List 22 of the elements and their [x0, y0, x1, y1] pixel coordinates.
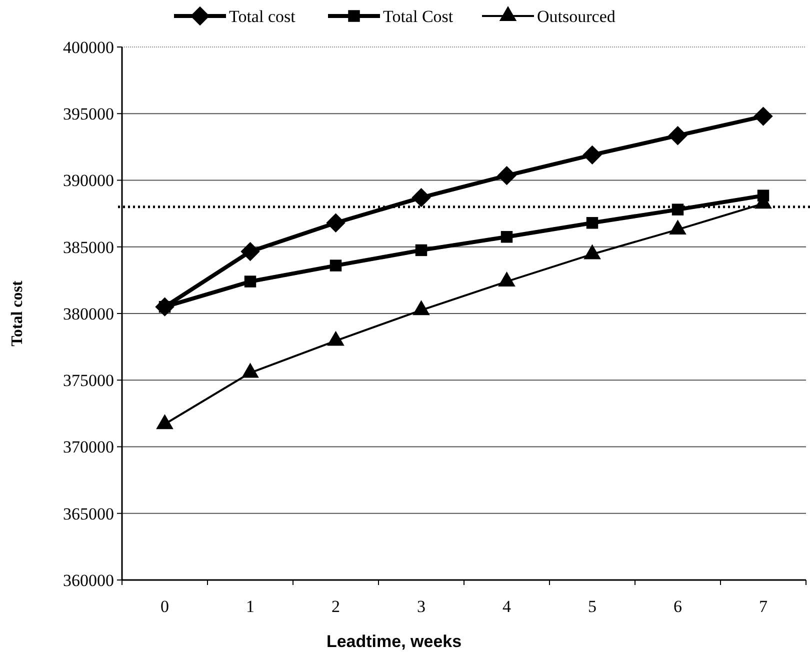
x-tick-label: 7 [759, 597, 768, 616]
y-tick-label: 375000 [63, 371, 114, 390]
y-tick-label: 365000 [63, 504, 114, 524]
legend-label: Total cost [229, 6, 296, 26]
y-tick-label: 395000 [63, 104, 114, 124]
y-axis-title: Total cost [9, 280, 26, 346]
y-tick-label: 400000 [63, 38, 114, 57]
legend-label: Total Cost [383, 6, 454, 26]
x-tick-label: 6 [674, 597, 682, 616]
y-tick-label: 380000 [63, 304, 114, 324]
y-tick-label: 390000 [63, 171, 114, 190]
y-tick-label: 370000 [63, 438, 114, 457]
y-tick-label: 360000 [63, 570, 114, 590]
x-tick-label: 0 [160, 597, 169, 616]
x-axis-title: Leadtime, weeks [326, 632, 462, 651]
y-tick-label: 385000 [63, 238, 114, 257]
x-tick-label: 2 [332, 597, 340, 616]
x-tick-label: 4 [502, 597, 512, 616]
legend-label: Outsourced [537, 6, 616, 26]
x-tick-label: 3 [417, 597, 426, 616]
x-tick-label: 5 [588, 597, 596, 616]
x-tick-label: 1 [246, 597, 254, 616]
